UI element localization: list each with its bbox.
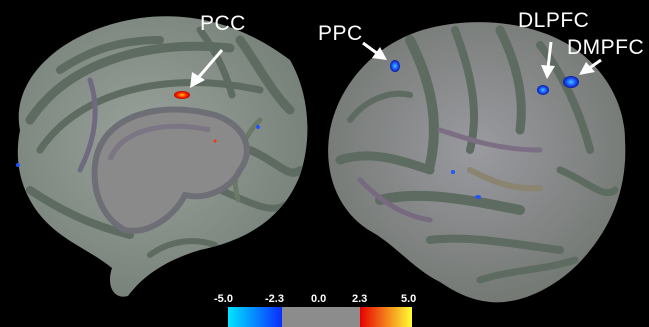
colorbar-tick-3: 0.0 <box>311 293 327 305</box>
colorbar-neg <box>228 307 282 327</box>
pcc-activation <box>174 91 190 99</box>
pcc-arrow <box>190 49 224 88</box>
dmpfc-activation <box>563 76 579 88</box>
colorbar-tick-4: 2.3 <box>352 293 368 305</box>
label-ppc: PPC <box>318 22 363 45</box>
colorbar-pos <box>360 307 412 327</box>
lateral-hemisphere <box>328 22 626 303</box>
label-pcc: PCC <box>200 12 246 35</box>
ppc-activation <box>390 60 400 72</box>
label-dmpfc: DMPFC <box>567 36 645 59</box>
colorbar-tick-1: -5.0 <box>214 293 233 305</box>
label-dlpfc: DLPFC <box>518 9 590 32</box>
colorbar-tick-2: -2.3 <box>265 293 284 305</box>
dlpfc-arrow <box>541 41 555 79</box>
colorbar-neutral <box>282 307 360 327</box>
annotation-arrows <box>190 41 602 88</box>
colorbar-tick-5: 5.0 <box>401 293 417 305</box>
dmpfc-arrow <box>579 58 602 75</box>
colorbar <box>228 307 412 327</box>
ppc-arrow <box>362 41 387 60</box>
medial-hemisphere <box>16 16 308 297</box>
dlpfc-activation <box>537 85 549 95</box>
